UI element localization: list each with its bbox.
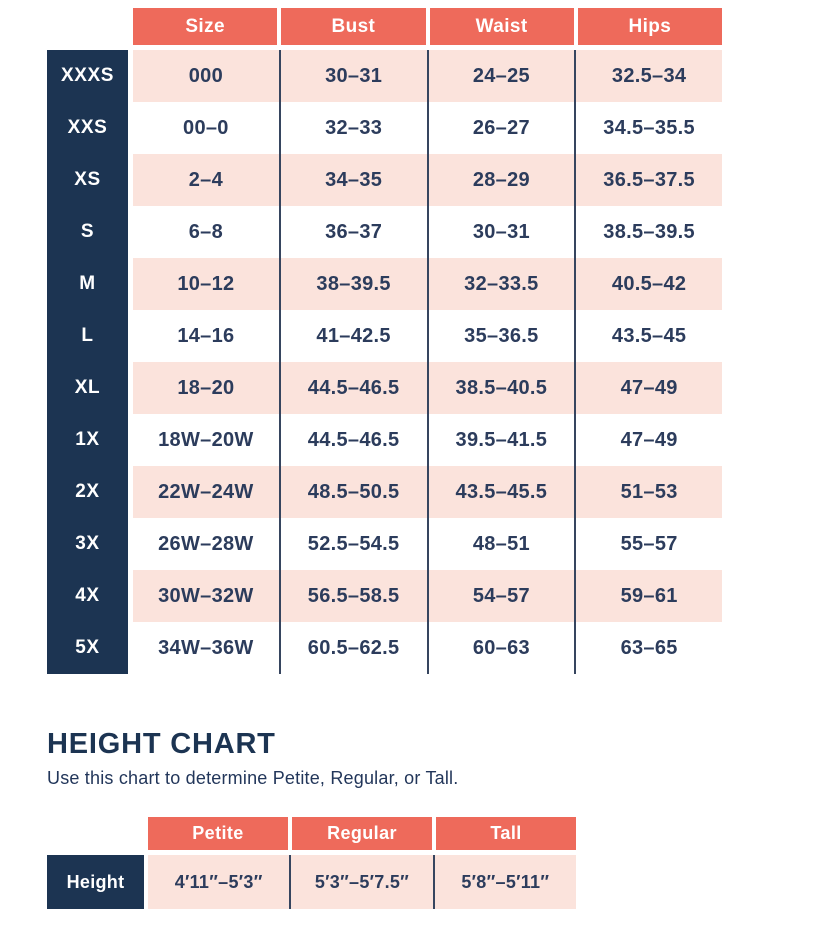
bust-cell: 41–42.5 <box>278 310 427 362</box>
waist-cell: 35–36.5 <box>426 310 575 362</box>
row-label-xxs: XXS <box>67 117 108 138</box>
hips-cell: 40.5–42 <box>574 258 722 310</box>
waist-cell: 28–29 <box>426 154 575 206</box>
table-row: 22W–24W 48.5–50.5 43.5–45.5 51–53 <box>133 466 722 518</box>
bust-cell: 52.5–54.5 <box>278 518 427 570</box>
height-chart-section: HEIGHT CHART Use this chart to determine… <box>47 728 828 909</box>
table-row: 30W–32W 56.5–58.5 54–57 59–61 <box>133 570 722 622</box>
waist-cell: 24–25 <box>426 50 575 102</box>
bust-cell: 34–35 <box>278 154 427 206</box>
tall-cell: 5′8″–5′11″ <box>432 855 576 909</box>
row-label-3x: 3X <box>75 533 100 554</box>
waist-cell: 39.5–41.5 <box>426 414 575 466</box>
size-cell: 14–16 <box>177 324 235 347</box>
bust-cell: 56.5–58.5 <box>278 570 427 622</box>
size-cell: 2–4 <box>188 168 224 191</box>
table-row: 6–8 36–37 30–31 38.5–39.5 <box>133 206 722 258</box>
row-label-2x: 2X <box>75 481 100 502</box>
hips-cell: 51–53 <box>574 466 722 518</box>
height-chart-body: Height 4′11″–5′3″ 5′3″–5′7.5″ 5′8″–5′11″ <box>47 855 828 909</box>
hips-cell: 43.5–45 <box>574 310 722 362</box>
row-label-l: L <box>81 325 94 346</box>
size-cell: 6–8 <box>188 220 224 243</box>
row-label-5x: 5X <box>75 637 100 658</box>
size-chart-header-row: Size Bust Waist Hips <box>133 8 722 45</box>
hips-cell: 47–49 <box>574 414 722 466</box>
size-cell: 000 <box>188 64 224 87</box>
waist-cell: 30–31 <box>426 206 575 258</box>
table-row: 000 30–31 24–25 32.5–34 <box>133 50 722 102</box>
bust-cell: 32–33 <box>278 102 427 154</box>
hips-cell: 34.5–35.5 <box>574 102 722 154</box>
header-cell-waist: Waist <box>429 8 574 45</box>
size-chart-label-column: XXXS XXS XS S M L XL 1X 2X 3X 4X 5X <box>47 50 128 674</box>
waist-cell: 54–57 <box>426 570 575 622</box>
waist-cell: 43.5–45.5 <box>426 466 575 518</box>
row-label-m: M <box>79 273 96 294</box>
hips-cell: 47–49 <box>574 362 722 414</box>
bust-cell: 30–31 <box>278 50 427 102</box>
height-chart-subtitle: Use this chart to determine Petite, Regu… <box>47 768 459 788</box>
table-row: 10–12 38–39.5 32–33.5 40.5–42 <box>133 258 722 310</box>
table-row: 26W–28W 52.5–54.5 48–51 55–57 <box>133 518 722 570</box>
bust-cell: 44.5–46.5 <box>278 414 427 466</box>
size-cell: 22W–24W <box>158 480 254 503</box>
header-cell-petite: Petite <box>148 817 288 850</box>
hips-cell: 38.5–39.5 <box>574 206 722 258</box>
height-chart-table: Petite Regular Tall Height 4′11″–5′3″ 5′… <box>47 817 828 909</box>
table-row: 2–4 34–35 28–29 36.5–37.5 <box>133 154 722 206</box>
hips-cell: 59–61 <box>574 570 722 622</box>
row-label-height: Height <box>47 855 144 909</box>
waist-cell: 38.5–40.5 <box>426 362 575 414</box>
header-cell-hips: Hips <box>577 8 722 45</box>
size-chart-body: XXXS XXS XS S M L XL 1X 2X 3X 4X 5X 000 … <box>47 50 722 674</box>
table-row: 34W–36W 60.5–62.5 60–63 63–65 <box>133 622 722 674</box>
size-cell: 00–0 <box>183 116 229 139</box>
bust-cell: 48.5–50.5 <box>278 466 427 518</box>
bust-cell: 60.5–62.5 <box>278 622 427 674</box>
header-cell-regular: Regular <box>292 817 432 850</box>
regular-cell: 5′3″–5′7.5″ <box>289 855 432 909</box>
height-chart-title: HEIGHT CHART <box>47 728 276 760</box>
row-label-s: S <box>80 221 95 242</box>
row-label-4x: 4X <box>75 585 100 606</box>
size-chart-grid: 000 30–31 24–25 32.5–34 00–0 32–33 26–27… <box>133 50 722 674</box>
waist-cell: 60–63 <box>426 622 575 674</box>
hips-cell: 55–57 <box>574 518 722 570</box>
waist-cell: 48–51 <box>426 518 575 570</box>
header-cell-tall: Tall <box>436 817 576 850</box>
size-cell: 34W–36W <box>158 636 254 659</box>
waist-cell: 26–27 <box>426 102 575 154</box>
row-label-xs: XS <box>74 169 101 190</box>
height-chart-header-row: Petite Regular Tall <box>148 817 576 850</box>
petite-cell: 4′11″–5′3″ <box>174 871 263 892</box>
row-label-xl: XL <box>74 377 101 398</box>
table-row: 00–0 32–33 26–27 34.5–35.5 <box>133 102 722 154</box>
table-row: 18W–20W 44.5–46.5 39.5–41.5 47–49 <box>133 414 722 466</box>
bust-cell: 44.5–46.5 <box>278 362 427 414</box>
size-cell: 18W–20W <box>158 428 254 451</box>
table-row: 14–16 41–42.5 35–36.5 43.5–45 <box>133 310 722 362</box>
waist-cell: 32–33.5 <box>426 258 575 310</box>
table-row: 4′11″–5′3″ 5′3″–5′7.5″ 5′8″–5′11″ <box>148 855 576 909</box>
bust-cell: 36–37 <box>278 206 427 258</box>
bust-cell: 38–39.5 <box>278 258 427 310</box>
size-cell: 30W–32W <box>158 584 254 607</box>
size-chart-table: Size Bust Waist Hips XXXS XXS XS S M L X… <box>47 0 722 674</box>
size-cell: 10–12 <box>177 272 235 295</box>
header-cell-bust: Bust <box>281 8 426 45</box>
hips-cell: 36.5–37.5 <box>574 154 722 206</box>
hips-cell: 32.5–34 <box>574 50 722 102</box>
hips-cell: 63–65 <box>574 622 722 674</box>
table-row: 18–20 44.5–46.5 38.5–40.5 47–49 <box>133 362 722 414</box>
row-label-1x: 1X <box>75 429 100 450</box>
size-cell: 18–20 <box>177 376 235 399</box>
row-label-xxxs: XXXS <box>60 65 115 86</box>
size-cell: 26W–28W <box>158 532 254 555</box>
header-cell-size: Size <box>133 8 278 45</box>
